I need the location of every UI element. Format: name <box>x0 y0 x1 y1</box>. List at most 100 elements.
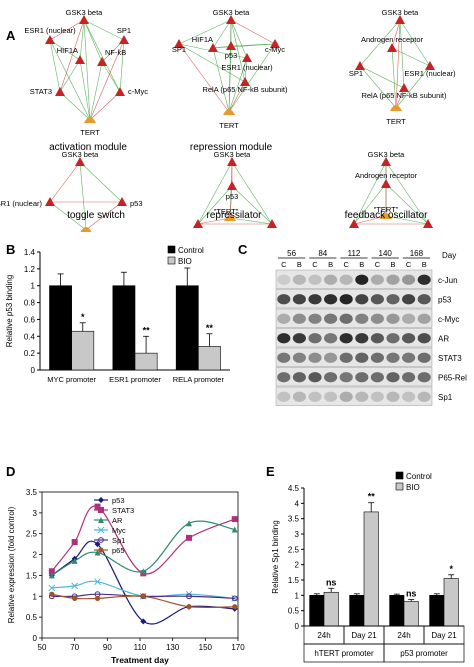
blot-band <box>277 313 291 324</box>
gene-node-icon <box>267 219 277 228</box>
day-value: 84 <box>318 249 327 258</box>
data-point <box>98 547 104 553</box>
blot-band <box>324 294 338 305</box>
legend-label: Control <box>406 472 432 481</box>
gene-node-icon <box>395 15 405 24</box>
node-label: SP1 <box>117 26 131 35</box>
network-edge <box>359 19 401 67</box>
marker-stroke <box>71 582 79 590</box>
network-edge <box>230 19 248 59</box>
y-tick-label: 1.4 <box>24 248 36 257</box>
network-edge <box>353 215 387 225</box>
tert-node-icon <box>390 105 402 111</box>
network-module-2: GSK3 beta p53 SP1 HIF1A ESR1 (nuclear) c-Myc R… <box>172 8 288 153</box>
lane-label: C <box>343 260 349 269</box>
y-tick-label: 3 <box>33 509 38 518</box>
bar-bio <box>323 591 339 627</box>
data-point <box>71 557 78 564</box>
node-label: GSK3 beta <box>62 150 100 159</box>
data-point <box>231 526 238 533</box>
network-edge <box>59 91 91 121</box>
blot-band <box>402 294 416 305</box>
y-tick-label: 2 <box>33 551 38 560</box>
tert-node-icon <box>84 117 96 123</box>
x-tick-label: 110 <box>134 643 147 652</box>
network-edge <box>230 19 276 45</box>
node-label: p53 <box>226 192 239 201</box>
y-tick-label: 1 <box>31 282 36 291</box>
significance-mark: ns <box>406 589 417 599</box>
series-line-myc <box>51 580 235 599</box>
lane-label: C <box>281 260 287 269</box>
data-point <box>140 618 147 625</box>
network-module-6: GSK3 beta Androgen receptor "TERT" SP1 c-Myc… <box>345 150 439 232</box>
node-label: GSK3 beta <box>213 8 251 17</box>
node-label: GSK3 beta <box>66 8 104 17</box>
gene-node-icon <box>174 39 184 48</box>
blot-band <box>370 372 384 383</box>
panel-d-letter: D <box>6 464 15 479</box>
x-tick-label: 90 <box>103 643 112 652</box>
node-label: Androgen receptor <box>355 171 418 180</box>
gene-node-icon <box>117 197 127 206</box>
blot-band <box>308 333 322 344</box>
node-label: ESR1 (nuclear) <box>221 63 273 72</box>
network-edge <box>385 183 429 225</box>
node-label: SP1 <box>172 45 186 54</box>
blot-band <box>355 333 369 344</box>
blot-band <box>355 372 369 383</box>
network-edge <box>101 61 121 93</box>
blot-band <box>292 313 306 324</box>
data-point <box>98 517 104 523</box>
data-point <box>49 591 55 597</box>
gene-node-icon <box>270 39 280 48</box>
gene-node-icon <box>227 181 237 190</box>
y-tick-label: 3 <box>295 530 300 539</box>
network-edge <box>178 19 232 45</box>
node-label: HIF1A <box>57 46 78 55</box>
y-tick-label: 0.5 <box>288 607 300 616</box>
blot-band <box>417 352 431 363</box>
network-edge <box>391 19 401 49</box>
data-point <box>71 582 79 590</box>
network-edge <box>49 19 85 41</box>
node-label: "TERT" <box>214 207 239 216</box>
node-label: TERT <box>219 121 239 130</box>
legend-label: BIO <box>406 483 420 492</box>
blot-band <box>386 294 400 305</box>
lane-label: B <box>359 260 364 269</box>
panel-e-letter: E <box>266 464 275 479</box>
panel-c-letter: C <box>238 242 248 257</box>
data-point <box>94 595 101 601</box>
data-point <box>98 507 104 513</box>
marker-stroke <box>48 584 56 592</box>
node-label: c-Myc <box>265 45 285 54</box>
marker-stroke <box>94 578 101 586</box>
bar-control <box>429 595 445 627</box>
blot-band <box>417 313 431 324</box>
blot-row-label: STAT3 <box>438 354 462 363</box>
gene-node-icon <box>119 35 129 44</box>
series-line-stat3 <box>51 505 235 575</box>
gene-node-icon <box>240 77 250 86</box>
significance-mark: ** <box>368 492 376 502</box>
node-label: RelA (p65 NF-kB subunit) <box>202 85 288 94</box>
blot-band <box>324 391 338 402</box>
node-label: c-Myc <box>418 231 438 232</box>
node-label: "TERT" <box>374 205 399 214</box>
bar-control <box>389 595 405 627</box>
network-edge <box>178 43 230 113</box>
data-point <box>71 539 78 546</box>
network-edge <box>83 19 103 63</box>
legend-label: BIO <box>178 257 192 266</box>
panel-a-networks: A GSK3 beta ESR1 (nuclear) SP1 HIF1A NF-kB ST… <box>0 8 456 232</box>
data-point <box>186 593 192 600</box>
y-axis-label: Relative Sp1 binding <box>271 520 280 593</box>
node-label: STAT3 <box>187 231 209 232</box>
group-cell <box>383 643 465 663</box>
network-edge <box>119 39 125 93</box>
y-axis-label: Relative expression (fold control) <box>7 506 16 623</box>
blot-row-label: AR <box>438 334 449 343</box>
data-point <box>98 537 104 543</box>
